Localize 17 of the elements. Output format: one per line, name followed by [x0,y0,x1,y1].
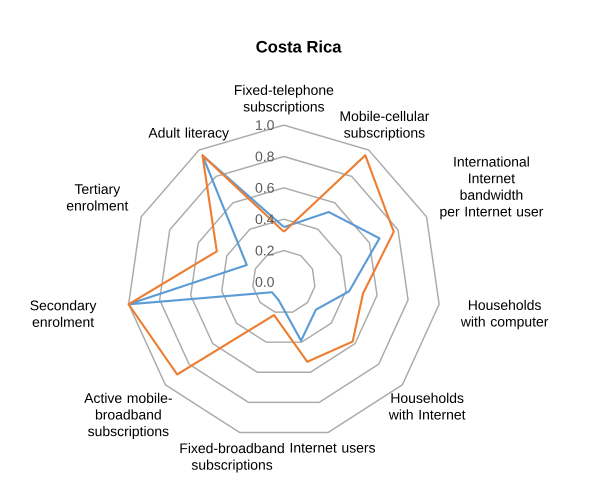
spoke-label: Households with Internet [388,392,466,420]
spoke-label: Active mobile-broadband subscriptions [84,392,172,439]
spoke-label: Fixed-broadband subscriptions [180,442,284,472]
chart-title: Costa Rica [256,40,342,52]
y-tick-label: 0.8 [256,151,274,162]
spoke-label: Households with computer [460,300,548,330]
spoke-label: Internet users [290,442,376,453]
spoke-label: Tertiary enrolment [66,184,128,211]
spoke-label: Fixed-telephone subscriptions [235,84,334,114]
spoke-label: Mobile-cellular subscriptions [340,110,430,140]
y-tick-label: 0.0 [256,276,274,287]
y-tick-label: 1.0 [256,120,274,130]
spoke-label: International Internet bandwidth per Internet user [440,156,544,220]
y-tick-label: 0.2 [256,246,274,256]
spoke-label: Secondary enrolment [30,300,96,327]
y-tick-label: 0.6 [256,182,274,193]
spoke-label: Adult literacy [148,127,229,140]
